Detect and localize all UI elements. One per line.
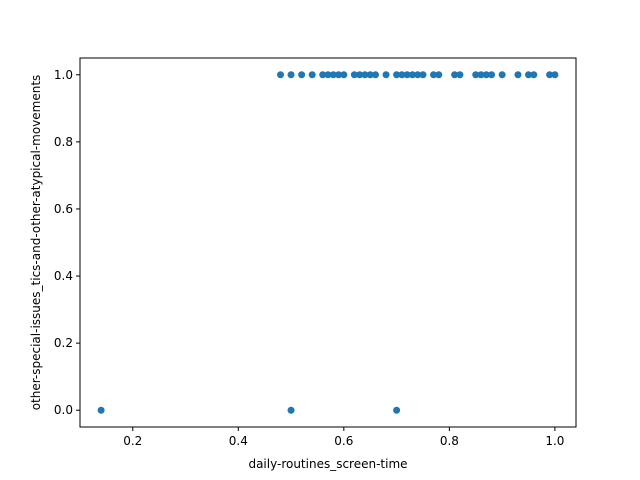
data-point bbox=[287, 406, 295, 414]
data-point bbox=[551, 71, 559, 79]
data-point bbox=[97, 406, 105, 414]
data-point bbox=[308, 71, 316, 79]
data-point bbox=[525, 71, 533, 79]
data-point bbox=[393, 406, 401, 414]
y-axis-label: other-special-issues_tics-and-other-atyp… bbox=[29, 75, 43, 411]
y-tick-label: 0.6 bbox=[54, 202, 73, 216]
data-point bbox=[408, 71, 416, 79]
y-tick-label: 0.8 bbox=[54, 135, 73, 149]
data-point bbox=[530, 71, 538, 79]
points-layer bbox=[97, 71, 559, 414]
plot-frame bbox=[79, 57, 577, 428]
data-point bbox=[514, 71, 522, 79]
data-point bbox=[324, 71, 332, 79]
data-point bbox=[371, 71, 379, 79]
data-point bbox=[488, 71, 496, 79]
data-point bbox=[435, 71, 443, 79]
data-point bbox=[329, 71, 337, 79]
data-point bbox=[298, 71, 306, 79]
data-point bbox=[477, 71, 485, 79]
data-point bbox=[398, 71, 406, 79]
data-point bbox=[366, 71, 374, 79]
data-point bbox=[319, 71, 327, 79]
data-point bbox=[287, 71, 295, 79]
x-axis-label: daily-routines_screen-time bbox=[248, 457, 407, 471]
data-point bbox=[430, 71, 438, 79]
x-tick-label: 1.0 bbox=[545, 434, 564, 448]
data-point bbox=[419, 71, 427, 79]
x-tick-label: 0.8 bbox=[440, 434, 459, 448]
data-point bbox=[335, 71, 343, 79]
data-point bbox=[414, 71, 422, 79]
data-point bbox=[451, 71, 459, 79]
data-point bbox=[546, 71, 554, 79]
data-point bbox=[498, 71, 506, 79]
x-tick-label: 0.2 bbox=[123, 434, 142, 448]
data-point bbox=[277, 71, 285, 79]
data-point bbox=[356, 71, 364, 79]
data-point bbox=[482, 71, 490, 79]
data-point bbox=[393, 71, 401, 79]
data-point bbox=[403, 71, 411, 79]
y-tick-label: 0.2 bbox=[54, 336, 73, 350]
x-tick-label: 0.6 bbox=[334, 434, 353, 448]
data-point bbox=[472, 71, 480, 79]
data-point bbox=[340, 71, 348, 79]
ticks-layer: 0.2 0.4 0.6 0.8 1.0 0.0 0.2 0.4 0.6 0.8 1.0 bbox=[54, 68, 565, 448]
data-point bbox=[456, 71, 464, 79]
y-tick-label: 0.0 bbox=[54, 403, 73, 417]
y-tick-label: 0.4 bbox=[54, 269, 73, 283]
x-tick-label: 0.4 bbox=[229, 434, 248, 448]
data-point bbox=[361, 71, 369, 79]
data-point bbox=[382, 71, 390, 79]
y-tick-label: 1.0 bbox=[54, 68, 73, 82]
data-point bbox=[350, 71, 358, 79]
